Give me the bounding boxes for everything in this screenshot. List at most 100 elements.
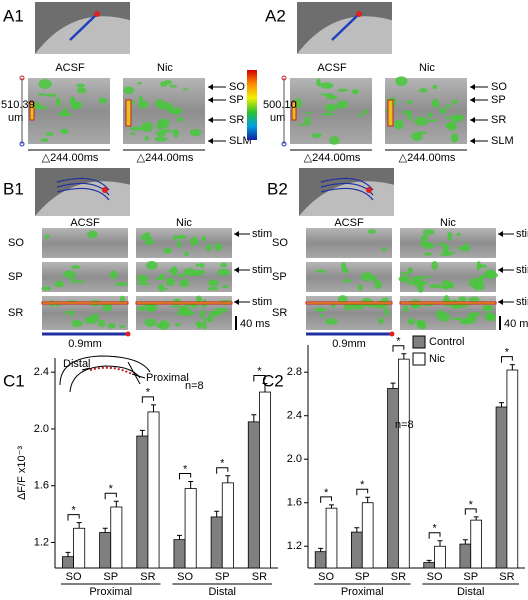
- y-tick-label: 2.4: [34, 366, 49, 378]
- significance-bracket: [104, 492, 117, 500]
- activity-hot: [29, 101, 35, 121]
- depth-end: [19, 141, 25, 147]
- activity-blob: [442, 251, 457, 254]
- activity-blob: [62, 270, 77, 279]
- activity-blob: [418, 88, 428, 93]
- activity-blob: [163, 287, 168, 291]
- activity-blob: [57, 111, 69, 117]
- activity-blob: [311, 132, 322, 139]
- bar: [434, 545, 446, 569]
- activity-blob: [381, 246, 387, 252]
- activity-blob: [398, 275, 411, 283]
- stim-site: [102, 187, 108, 193]
- activity-blob: [137, 274, 149, 283]
- activity-blob: [183, 268, 196, 277]
- error-bar: [329, 504, 335, 509]
- significance-label: *: [109, 483, 114, 495]
- activity-blob: [193, 269, 206, 275]
- error-bar: [76, 522, 82, 529]
- activity-blob: [429, 284, 441, 289]
- activity-blob: [342, 278, 352, 283]
- activity-blob: [160, 129, 173, 133]
- activity-blob: [163, 101, 169, 111]
- activity-blob: [168, 269, 175, 273]
- activity-blob: [485, 313, 496, 322]
- bar: [184, 488, 197, 569]
- error-bar: [65, 551, 71, 557]
- activity-blob: [402, 305, 409, 312]
- depth-label: um: [8, 112, 23, 124]
- activity-blob: [202, 320, 207, 330]
- activity-blob: [457, 245, 471, 251]
- panel-label: C2: [262, 371, 284, 390]
- significance-label: *: [146, 387, 151, 399]
- activity-blob: [342, 267, 349, 274]
- activity-blob: [147, 236, 153, 242]
- activity-blob: [357, 284, 363, 292]
- stim-label: stim: [516, 228, 528, 240]
- significance-label: *: [324, 487, 329, 499]
- arrow-head: [498, 267, 503, 273]
- inset-label: Proximal: [146, 372, 189, 384]
- activity-blob: [217, 268, 230, 276]
- activity-blob: [45, 93, 58, 97]
- condition-label: Nic: [440, 217, 456, 229]
- activity-blob: [481, 304, 493, 312]
- activity-blob: [471, 316, 477, 324]
- x-tick-label: SR: [499, 571, 514, 583]
- bar: [350, 531, 363, 569]
- significance-bracket: [179, 472, 192, 480]
- significance-label: *: [432, 523, 437, 535]
- error-bar: [473, 516, 479, 521]
- error-bar: [437, 540, 443, 547]
- arrow-head: [470, 117, 475, 123]
- legend-swatch: [412, 352, 426, 366]
- arrow-head: [234, 267, 239, 273]
- error-bar: [214, 510, 220, 517]
- activity-blob: [367, 229, 377, 234]
- bar: [259, 391, 271, 569]
- error-bar: [225, 475, 231, 483]
- activity-blob: [414, 116, 428, 126]
- activity-blob: [406, 280, 418, 285]
- activity-blob: [419, 240, 431, 248]
- activity-blob: [374, 280, 382, 289]
- bar: [361, 502, 374, 569]
- activity-blob: [321, 112, 335, 116]
- activity-blob: [195, 295, 202, 303]
- brain-slice: [297, 16, 392, 54]
- activity-blob: [71, 265, 81, 270]
- activity-blob: [137, 100, 149, 109]
- group-label: Distal: [208, 586, 236, 598]
- recording-image: [28, 78, 110, 144]
- activity-blob: [207, 286, 219, 291]
- activity-blob: [351, 89, 360, 95]
- activity-blob: [76, 87, 87, 94]
- significance-label: *: [183, 463, 188, 475]
- condition-label: Nic: [157, 62, 173, 74]
- activity-blob: [357, 113, 363, 117]
- arrow-head: [234, 231, 239, 237]
- time-scale-label: 40 ms: [504, 318, 528, 330]
- activity-blob: [330, 95, 338, 100]
- activity-blob: [315, 269, 327, 273]
- activity-blob: [405, 100, 414, 104]
- activity-blob: [407, 267, 414, 274]
- activity-blob: [189, 129, 202, 137]
- y-tick-label: 1.2: [34, 536, 49, 548]
- activity-blob: [442, 243, 450, 254]
- arrow-head: [208, 97, 213, 103]
- activity-blob: [154, 136, 168, 142]
- panel-label: B1: [3, 179, 24, 198]
- row-label: SR: [272, 307, 287, 319]
- activity-blob: [319, 314, 325, 318]
- activity-blob: [362, 109, 368, 115]
- row-label: SR: [8, 307, 23, 319]
- activity-hot: [125, 99, 132, 127]
- y-tick-label: 2.0: [287, 453, 302, 465]
- activity-blob: [329, 136, 340, 145]
- activity-blob: [423, 252, 433, 256]
- time-scale-label: △244.00ms: [304, 152, 361, 164]
- activity-blob: [138, 95, 143, 103]
- activity-blob: [451, 99, 458, 104]
